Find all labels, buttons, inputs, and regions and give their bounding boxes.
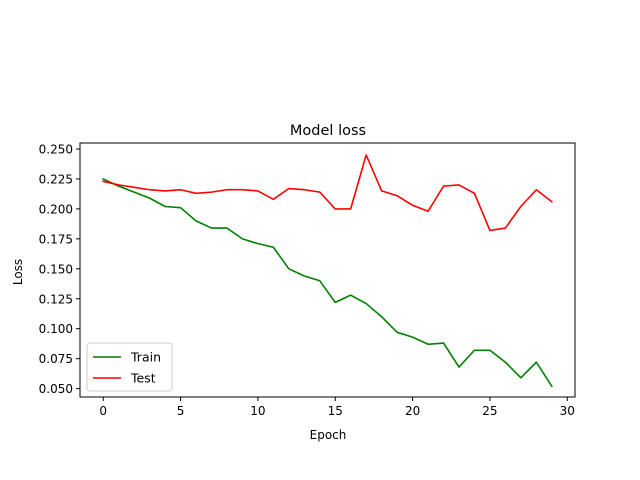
y-tick-label: 0.200 xyxy=(39,202,73,216)
series-layer xyxy=(102,154,553,388)
y-axis-label: Loss xyxy=(11,259,25,285)
y-tick-label: 0.175 xyxy=(39,232,73,246)
legend-label-test: Test xyxy=(130,371,156,386)
y-tick-label: 0.075 xyxy=(39,352,73,366)
x-tick-label: 20 xyxy=(405,404,420,418)
legend-label-train: Train xyxy=(130,350,161,365)
x-axis: 0 5 10 15 20 25 30 xyxy=(99,397,575,418)
y-tick-label: 0.250 xyxy=(39,142,73,156)
x-tick-label: 25 xyxy=(482,404,497,418)
series-line-train xyxy=(102,177,553,388)
legend-box xyxy=(86,342,173,392)
chart-title: Model loss xyxy=(290,123,366,139)
y-tick-label: 0.125 xyxy=(39,292,73,306)
y-tick-label: 0.050 xyxy=(39,382,73,396)
series-line-test xyxy=(102,154,553,232)
y-tick-label: 0.100 xyxy=(39,322,73,336)
y-tick-label: 0.150 xyxy=(39,262,73,276)
x-tick-label: 15 xyxy=(328,404,343,418)
y-tick-label: 0.225 xyxy=(39,172,73,186)
x-tick-label: 30 xyxy=(560,404,575,418)
plot-frame xyxy=(79,142,576,398)
x-tick-label: 10 xyxy=(250,404,265,418)
x-tick-label: 0 xyxy=(99,404,107,418)
x-axis-label: Epoch xyxy=(310,428,347,442)
y-axis: 0.050 0.075 0.100 0.125 0.150 0.175 0.200 0.225… xyxy=(39,142,80,396)
x-tick-label: 5 xyxy=(177,404,185,418)
legend: Train Test xyxy=(86,342,173,392)
